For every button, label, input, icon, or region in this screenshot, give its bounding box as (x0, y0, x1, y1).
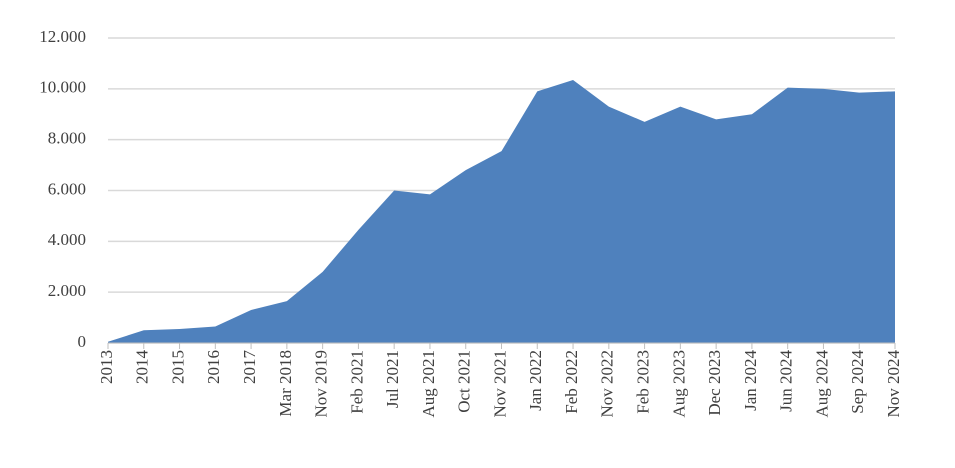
x-tick-label: Mar 2018 (276, 350, 295, 417)
x-tick-label: Feb 2022 (562, 350, 581, 414)
y-tick-label: 6.000 (48, 179, 86, 198)
x-tick-label: Nov 2021 (490, 350, 509, 418)
x-tick-label: Aug 2021 (419, 350, 438, 418)
x-tick-label: 2014 (133, 350, 152, 385)
x-tick-label: 2015 (168, 350, 187, 384)
y-tick-label: 10.000 (39, 78, 86, 97)
x-tick-label: Feb 2021 (347, 350, 366, 414)
x-tick-label: Jul 2021 (383, 350, 402, 408)
x-tick-label: Nov 2024 (884, 350, 903, 418)
x-tick-label: 2013 (97, 350, 116, 384)
y-tick-label: 0 (78, 332, 87, 351)
y-tick-label: 4.000 (48, 230, 86, 249)
x-tick-label: Jan 2022 (526, 350, 545, 411)
area (108, 79, 895, 343)
x-tick-label: Feb 2023 (633, 350, 652, 414)
y-tick-label: 12.000 (39, 27, 86, 46)
x-tick-label: 2017 (240, 350, 259, 385)
x-tick-label: Nov 2022 (598, 350, 617, 418)
x-tick-label: Oct 2021 (455, 350, 474, 413)
x-tick-label: Jun 2024 (777, 350, 796, 412)
x-tick-label: Aug 2023 (669, 350, 688, 418)
x-tick-label: Aug 2024 (812, 350, 831, 418)
x-tick-label: 2016 (204, 350, 223, 384)
x-tick-label: Nov 2019 (312, 350, 331, 418)
x-tick-label: Sep 2024 (848, 350, 867, 414)
x-tick-label: Jan 2024 (741, 350, 760, 411)
x-tick-label: Dec 2023 (705, 350, 724, 416)
y-tick-label: 8.000 (48, 129, 86, 148)
y-tick-label: 2.000 (48, 281, 86, 300)
